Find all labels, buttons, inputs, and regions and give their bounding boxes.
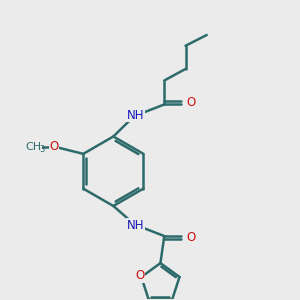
- Text: O: O: [186, 231, 195, 244]
- Text: NH: NH: [127, 109, 145, 122]
- Text: CH: CH: [26, 142, 42, 152]
- Text: NH: NH: [127, 219, 145, 232]
- Text: O: O: [135, 269, 144, 282]
- Text: O: O: [49, 140, 58, 153]
- Text: 3: 3: [40, 145, 45, 154]
- Text: O: O: [186, 96, 195, 110]
